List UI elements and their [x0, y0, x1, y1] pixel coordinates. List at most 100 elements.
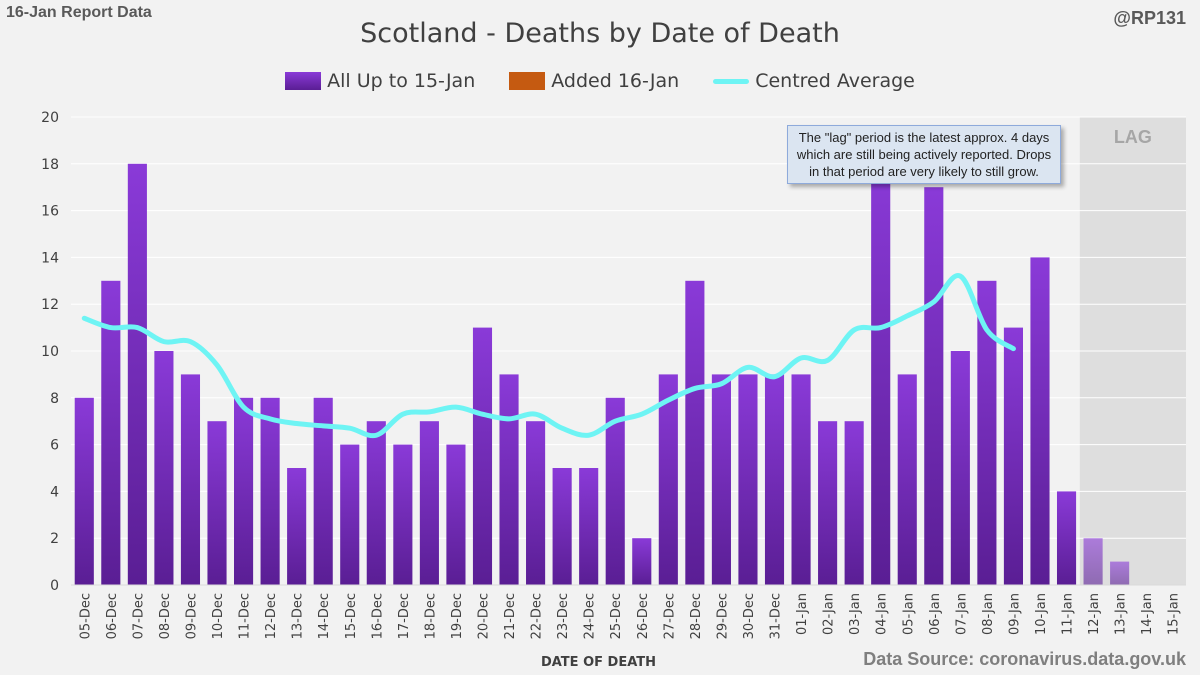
x-tick-label: 09-Dec [184, 593, 199, 639]
bar [207, 421, 227, 585]
x-tick-label: 12-Dec [264, 593, 279, 639]
bar [924, 187, 944, 585]
x-tick-label: 09-Jan [1007, 593, 1022, 635]
legend: All Up to 15-Jan Added 16-Jan Centred Av… [0, 70, 1200, 92]
x-tick-label: 08-Jan [981, 593, 996, 635]
x-tick-label: 04-Jan [875, 593, 890, 635]
bar [977, 280, 997, 585]
bar [1030, 257, 1050, 585]
bar [446, 444, 466, 585]
bar [260, 397, 280, 585]
x-tick-label: 14-Dec [317, 593, 332, 639]
bar [1003, 327, 1023, 585]
bar [180, 374, 201, 585]
x-tick-label: 28-Dec [689, 593, 704, 639]
x-tick-label: 06-Dec [105, 593, 120, 639]
y-tick-label: 10 [41, 344, 59, 360]
bar [127, 163, 147, 586]
lag-label: LAG [1114, 127, 1152, 147]
legend-label-added: Added 16-Jan [551, 70, 680, 92]
x-tick-label: 25-Dec [609, 593, 624, 639]
x-tick-label: 08-Dec [158, 593, 173, 639]
bar [1083, 538, 1103, 585]
x-tick-label: 01-Jan [795, 593, 810, 635]
bar [950, 351, 970, 585]
lag-annotation: The "lag" period is the latest approx. 4… [787, 125, 1061, 184]
bar [366, 421, 386, 585]
author-handle: @RP131 [1113, 8, 1186, 28]
x-tick-label: 11-Dec [238, 593, 253, 639]
x-tick-label: 18-Dec [423, 593, 438, 639]
centred-average-line [81, 273, 1016, 439]
y-tick-label: 20 [41, 110, 59, 126]
bar [844, 421, 864, 585]
x-tick-label: 06-Jan [928, 593, 943, 635]
bar [871, 163, 891, 586]
y-tick-label: 14 [41, 250, 59, 266]
bar [340, 444, 360, 585]
bar [605, 397, 625, 585]
bar [313, 397, 333, 585]
bar [764, 374, 785, 585]
y-tick-label: 12 [41, 297, 59, 313]
x-tick-label: 27-Dec [662, 593, 677, 639]
bar [101, 280, 121, 585]
x-tick-label: 14-Jan [1140, 593, 1155, 635]
x-tick-label: 31-Dec [769, 593, 784, 639]
bar [552, 468, 572, 585]
bar [818, 421, 838, 585]
bar [499, 374, 519, 585]
bar [74, 397, 94, 585]
x-tick-label: 10-Dec [211, 593, 226, 639]
x-tick-label: 22-Dec [530, 593, 545, 639]
x-tick-label: 13-Dec [291, 593, 306, 639]
bar [287, 468, 307, 585]
legend-swatch-added [509, 72, 546, 90]
legend-swatch-average [713, 78, 750, 84]
x-axis-title: DATE OF DEATH [541, 655, 656, 670]
x-tick-label: 29-Dec [715, 593, 730, 639]
report-label: 16-Jan Report Data [6, 4, 152, 21]
x-tick-label: 05-Jan [901, 593, 916, 635]
x-tick-label: 03-Jan [848, 593, 863, 635]
x-tick-label: 23-Dec [556, 593, 571, 639]
x-tick-label: 16-Dec [370, 593, 385, 639]
x-tick-label: 17-Dec [397, 593, 412, 639]
x-tick-label: 26-Dec [636, 593, 651, 639]
bar [579, 468, 599, 585]
x-tick-label: 10-Jan [1034, 593, 1049, 635]
legend-item-average: Centred Average [713, 70, 915, 92]
x-tick-label: 12-Jan [1087, 593, 1102, 635]
bar [711, 374, 731, 585]
x-tick-label: 13-Jan [1114, 593, 1129, 635]
x-tick-label: 02-Jan [822, 593, 837, 635]
bar [1110, 561, 1130, 585]
legend-item-all: All Up to 15-Jan [285, 70, 475, 92]
x-tick-label: 15-Dec [344, 593, 359, 639]
legend-swatch-all [285, 72, 322, 90]
bar [234, 397, 254, 585]
legend-item-added: Added 16-Jan [509, 70, 679, 92]
y-tick-label: 8 [50, 391, 59, 407]
bar [897, 374, 917, 585]
x-tick-label: 07-Jan [954, 593, 969, 635]
bar [154, 351, 174, 585]
bar [685, 280, 705, 585]
bar [1056, 491, 1077, 585]
bar [393, 444, 413, 585]
x-tick-label: 11-Jan [1061, 593, 1076, 635]
bar [472, 327, 493, 585]
x-tick-label: 21-Dec [503, 593, 518, 639]
x-tick-label: 20-Dec [476, 593, 491, 639]
bar [658, 374, 678, 585]
x-tick-label: 05-Dec [78, 593, 93, 639]
y-tick-label: 4 [50, 484, 59, 500]
x-tick-label: 30-Dec [742, 593, 757, 639]
x-tick-label: 15-Jan [1167, 593, 1182, 635]
bar [526, 421, 546, 585]
y-tick-label: 6 [50, 438, 59, 454]
legend-label-average: Centred Average [755, 70, 915, 92]
x-tick-label: 24-Dec [583, 593, 598, 639]
bar [632, 538, 652, 585]
x-tick-label: 07-Dec [131, 593, 146, 639]
